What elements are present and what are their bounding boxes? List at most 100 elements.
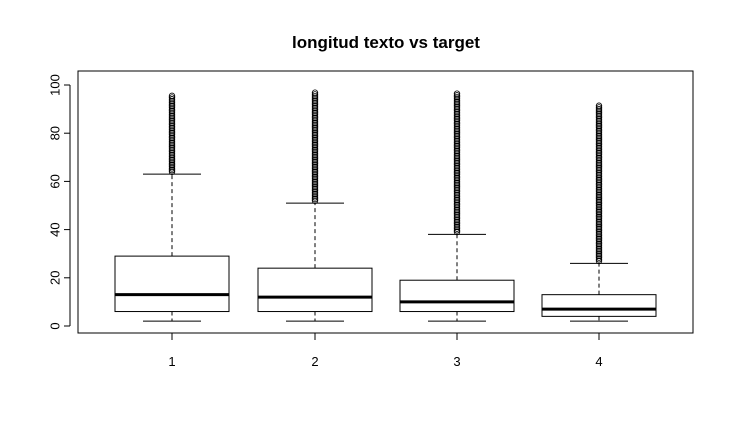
outlier-point [453, 183, 461, 190]
outlier-point [595, 247, 603, 255]
outlier-point [595, 215, 603, 222]
outlier-point [595, 222, 603, 229]
outlier-point [168, 160, 176, 167]
outlier-point [453, 198, 461, 205]
outlier-point [168, 96, 176, 103]
outlier-point [311, 104, 319, 112]
outlier-point [168, 150, 176, 157]
outlier-point [311, 163, 319, 171]
iqr-box [399, 279, 515, 313]
outlier-point [595, 122, 603, 130]
outlier-point [453, 184, 461, 192]
outlier-point [595, 190, 603, 197]
iqr-box [114, 255, 230, 313]
outlier-point [311, 99, 319, 107]
outlier-point [311, 183, 319, 191]
outlier-point [168, 99, 176, 106]
outlier-point [595, 240, 603, 248]
outlier-point [311, 160, 319, 167]
outlier-point [595, 249, 603, 256]
outlier-point [453, 132, 461, 140]
outlier-point [453, 193, 461, 200]
outlier-point [595, 235, 603, 243]
outlier-point [453, 100, 461, 107]
outlier-point [595, 143, 603, 150]
outlier-point [168, 155, 176, 162]
outlier-point [311, 148, 319, 155]
outlier-point [168, 134, 176, 142]
outlier-point [311, 165, 319, 172]
outlier-point [311, 96, 319, 103]
outlier-point [311, 192, 319, 199]
outlier-point [311, 151, 319, 159]
outlier-point [453, 196, 461, 204]
outlier-point [595, 252, 603, 260]
outlier-point [595, 173, 603, 180]
outlier-point [311, 106, 319, 113]
outlier-point [168, 97, 176, 105]
outlier-point [595, 178, 603, 185]
x-tick-label: 4 [595, 354, 602, 369]
outlier-point [311, 187, 319, 194]
outlier-point [453, 210, 461, 217]
outlier-point [168, 143, 176, 150]
outlier-point [453, 151, 461, 158]
x-tick-label: 2 [311, 354, 318, 369]
outliers [453, 90, 461, 236]
outlier-point [453, 188, 461, 195]
outlier-point [453, 149, 461, 156]
outlier-point [453, 200, 461, 207]
outlier-point [453, 142, 461, 150]
outlier-point [453, 166, 461, 173]
outlier-point [311, 113, 319, 120]
outlier-point [453, 146, 461, 153]
outlier-point [595, 220, 603, 228]
outlier-point [168, 148, 176, 155]
outlier-point [453, 119, 461, 126]
outlier-point [311, 185, 319, 193]
outlier-point [595, 239, 603, 246]
outlier-point [595, 110, 603, 118]
outlier-point [168, 92, 176, 100]
outlier-point [595, 170, 603, 177]
outlier-point [453, 213, 461, 221]
outlier-point [311, 145, 319, 152]
outlier-point [595, 131, 603, 138]
outlier-point [595, 198, 603, 206]
x-axis: 1 2 3 4 [168, 332, 603, 369]
outlier-point [595, 193, 603, 201]
outlier-point [453, 168, 461, 175]
outlier-point [453, 215, 461, 222]
outlier-point [595, 166, 603, 174]
outlier-point [311, 129, 319, 137]
outlier-point [595, 146, 603, 153]
outlier-point [453, 195, 461, 202]
outlier-point [595, 136, 603, 143]
outlier-point [595, 230, 603, 238]
outlier-point [311, 101, 319, 108]
outlier-point [311, 197, 319, 204]
outlier-point [453, 173, 461, 180]
outlier-point [595, 151, 603, 158]
outlier-point [595, 250, 603, 258]
outlier-point [595, 109, 603, 116]
outlier-point [453, 152, 461, 160]
outlier-point [453, 93, 461, 101]
outlier-point [595, 210, 603, 217]
outlier-point [311, 94, 319, 101]
outlier-point [453, 161, 461, 168]
outlier-point [311, 172, 319, 179]
outlier-point [168, 165, 176, 172]
outlier-point [311, 136, 319, 144]
outlier-point [595, 223, 603, 231]
outlier-point [453, 134, 461, 141]
box-2 [257, 89, 373, 322]
outlier-point [453, 222, 461, 229]
outlier-point [595, 202, 603, 209]
outlier-point [311, 189, 319, 196]
outlier-point [311, 91, 319, 98]
box-series [114, 89, 657, 322]
chart-title: longitud texto vs target [292, 33, 480, 52]
outlier-point [595, 137, 603, 145]
outlier-point [168, 136, 176, 143]
